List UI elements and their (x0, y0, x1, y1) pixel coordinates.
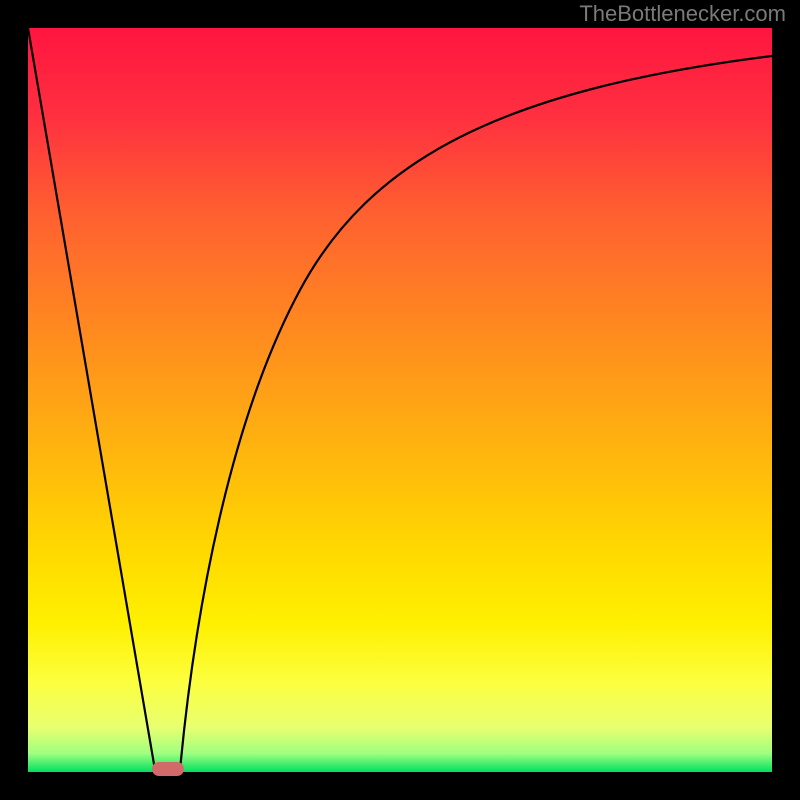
gradient-plot (0, 0, 800, 800)
frame-bottom (0, 772, 800, 800)
chart-container: { "watermark": { "text": "TheBottlenecke… (0, 0, 800, 800)
plot-background (28, 28, 772, 772)
frame-left (0, 0, 28, 800)
frame-right (772, 0, 800, 800)
watermark-text: TheBottlenecker.com (579, 1, 786, 27)
optimum-marker (152, 762, 184, 776)
